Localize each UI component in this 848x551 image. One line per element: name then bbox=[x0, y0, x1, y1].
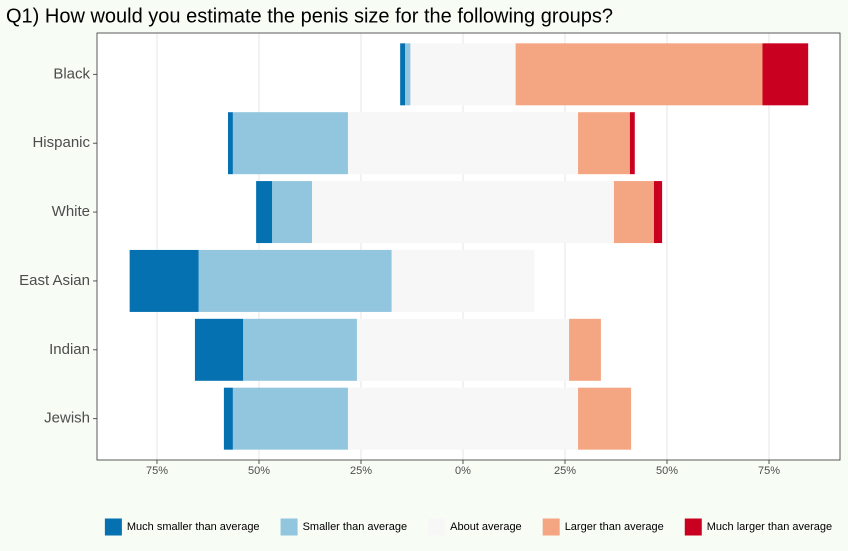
bar-segment bbox=[578, 112, 630, 175]
bar-segment bbox=[356, 318, 570, 381]
bar-segment bbox=[227, 112, 233, 175]
legend-swatch bbox=[542, 518, 560, 536]
bar-segment bbox=[569, 318, 601, 381]
bar-segment bbox=[405, 43, 411, 106]
bar-segment bbox=[194, 318, 244, 381]
bar-segment bbox=[256, 181, 273, 244]
legend-label: Much larger than average bbox=[707, 521, 832, 533]
y-tick-label: Hispanic bbox=[32, 134, 90, 151]
y-tick-label: Jewish bbox=[44, 410, 90, 427]
legend-swatch bbox=[104, 518, 122, 536]
y-tick-label: Black bbox=[53, 65, 90, 82]
bar-segment bbox=[232, 387, 348, 450]
bar-segment bbox=[347, 112, 579, 175]
bar-segment bbox=[272, 181, 313, 244]
bar-segment bbox=[391, 249, 535, 312]
bar-segment bbox=[762, 43, 809, 106]
legend-label: Smaller than average bbox=[303, 521, 408, 533]
bar-segment bbox=[312, 181, 614, 244]
legend-swatch bbox=[428, 518, 446, 536]
x-tick-label: 50% bbox=[656, 465, 678, 477]
legend-label: Larger than average bbox=[565, 521, 664, 533]
x-tick-label: 25% bbox=[554, 465, 576, 477]
y-tick-label: East Asian bbox=[19, 272, 90, 289]
bar-segment bbox=[613, 181, 654, 244]
bar-segment bbox=[198, 249, 392, 312]
bar-layer bbox=[129, 43, 809, 450]
legend-swatch bbox=[684, 518, 702, 536]
legend-label: Much smaller than average bbox=[127, 521, 260, 533]
bar-segment bbox=[347, 387, 579, 450]
bar-segment bbox=[653, 181, 663, 244]
bar-segment bbox=[578, 387, 632, 450]
y-tick-label: Indian bbox=[49, 341, 90, 358]
bar-segment bbox=[232, 112, 348, 175]
axis-layer: 75% 50% 25% 0% 25% 50% 75% Black Hispanic White Ea… bbox=[19, 65, 780, 477]
bar-segment bbox=[243, 318, 357, 381]
y-tick-label: White bbox=[52, 203, 90, 220]
x-tick-label: 75% bbox=[758, 465, 780, 477]
bar-segment bbox=[400, 43, 406, 106]
chart-title: Q1) How would you estimate the penis siz… bbox=[6, 5, 613, 27]
bar-segment bbox=[223, 387, 233, 450]
plot-border bbox=[96, 32, 841, 461]
x-tick-label: 50% bbox=[248, 465, 270, 477]
legend-swatch bbox=[280, 518, 298, 536]
x-tick-label: 0% bbox=[455, 465, 471, 477]
legend: Much smaller than average Smaller than av… bbox=[104, 518, 832, 536]
bar-segment bbox=[629, 112, 635, 175]
bar-segment bbox=[515, 43, 763, 106]
bar-segment bbox=[410, 43, 516, 106]
legend-label: About average bbox=[450, 521, 522, 533]
x-tick-label: 75% bbox=[146, 465, 168, 477]
bar-segment bbox=[129, 249, 199, 312]
x-tick-label: 25% bbox=[350, 465, 372, 477]
